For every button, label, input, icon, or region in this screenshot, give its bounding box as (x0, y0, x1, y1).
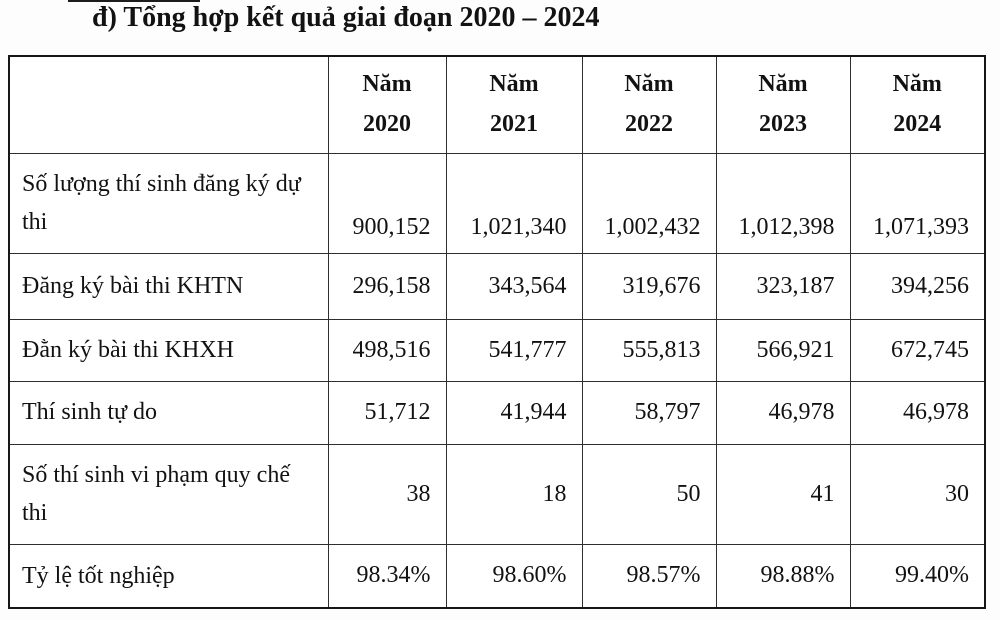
table-row-khtn: Đăng ký bài thi KHTN 296,158 343,564 319… (8, 252, 986, 320)
cell-value: 323,187 (715, 252, 851, 320)
col-header-year: 2020 (363, 110, 411, 137)
table-row-khxh: Đằn ký bài thi KHXH 498,516 541,777 555,… (8, 318, 986, 382)
cell-value: 343,564 (445, 252, 583, 320)
cell-value: 296,158 (327, 252, 447, 320)
header-row: Năm 2020 Năm 2021 Năm 2022 Năm 2023 Năm (8, 55, 986, 154)
cell-value: 555,813 (581, 318, 717, 382)
col-header-word: Năm (624, 71, 674, 98)
col-header-year: 2021 (490, 110, 538, 137)
col-header-2021: Năm 2021 (445, 55, 583, 154)
cell-value: 98.57% (581, 543, 717, 609)
cell-value: 1,021,340 (445, 152, 583, 254)
col-header-year: 2024 (893, 110, 942, 137)
cell-value: 566,921 (715, 318, 851, 382)
cell-value: 672,745 (849, 318, 986, 382)
corner-header-cell (8, 55, 329, 154)
col-header-year: 2022 (625, 110, 673, 137)
row-label: Đăng ký bài thi KHTN (8, 252, 329, 320)
cell-value: 319,676 (581, 252, 717, 320)
cell-value: 541,777 (445, 318, 583, 382)
row-label: Tỷ lệ tốt nghiệp (8, 543, 329, 609)
cell-value: 51,712 (327, 380, 447, 445)
cell-value: 498,516 (327, 318, 447, 382)
cell-value: 98.34% (327, 543, 447, 609)
cell-value: 99.40% (849, 543, 986, 609)
table-row-vipham: Số thí sinh vi phạm quy chế thi 38 18 50… (8, 443, 986, 545)
cell-value: 58,797 (581, 380, 717, 445)
row-label: Số lượng thí sinh đăng ký dự thi (8, 152, 329, 254)
col-header-word: Năm (892, 71, 942, 98)
cell-value: 41 (715, 443, 851, 545)
cell-value: 50 (581, 443, 717, 545)
row-label: Thí sinh tự do (8, 380, 329, 445)
cell-value: 1,002,432 (581, 152, 717, 254)
section-title: đ) Tổng hợp kết quả giai đoạn 2020 – 202… (92, 2, 600, 33)
table-row-registered: Số lượng thí sinh đăng ký dự thi 900,152… (8, 152, 986, 254)
cell-value: 46,978 (715, 380, 851, 445)
cell-value: 30 (849, 443, 986, 545)
cell-value: 900,152 (327, 152, 447, 254)
row-label: Số thí sinh vi phạm quy chế thi (8, 443, 329, 545)
cell-value: 1,071,393 (849, 152, 986, 254)
cell-value: 46,978 (849, 380, 986, 445)
cell-value: 41,944 (445, 380, 583, 445)
cell-value: 38 (327, 443, 447, 545)
col-header-year: 2023 (759, 110, 807, 137)
col-header-2020: Năm 2020 (327, 55, 447, 154)
row-label: Đằn ký bài thi KHXH (8, 318, 329, 382)
cell-value: 18 (445, 443, 583, 545)
col-header-2023: Năm 2023 (715, 55, 851, 154)
col-header-word: Năm (758, 71, 808, 98)
col-header-2024: Năm 2024 (849, 55, 986, 154)
cell-value: 98.88% (715, 543, 851, 609)
summary-table: Năm 2020 Năm 2021 Năm 2022 Năm 2023 Năm (8, 55, 986, 609)
table-row-totnghiep: Tỷ lệ tốt nghiệp 98.34% 98.60% 98.57% 98… (8, 543, 986, 609)
col-header-2022: Năm 2022 (581, 55, 717, 154)
crop-artifact-line (68, 0, 200, 2)
table-row-tudo: Thí sinh tự do 51,712 41,944 58,797 46,9… (8, 380, 986, 445)
col-header-word: Năm (362, 71, 412, 98)
col-header-word: Năm (489, 71, 539, 98)
cell-value: 1,012,398 (715, 152, 851, 254)
cell-value: 98.60% (445, 543, 583, 609)
cell-value: 394,256 (849, 252, 986, 320)
